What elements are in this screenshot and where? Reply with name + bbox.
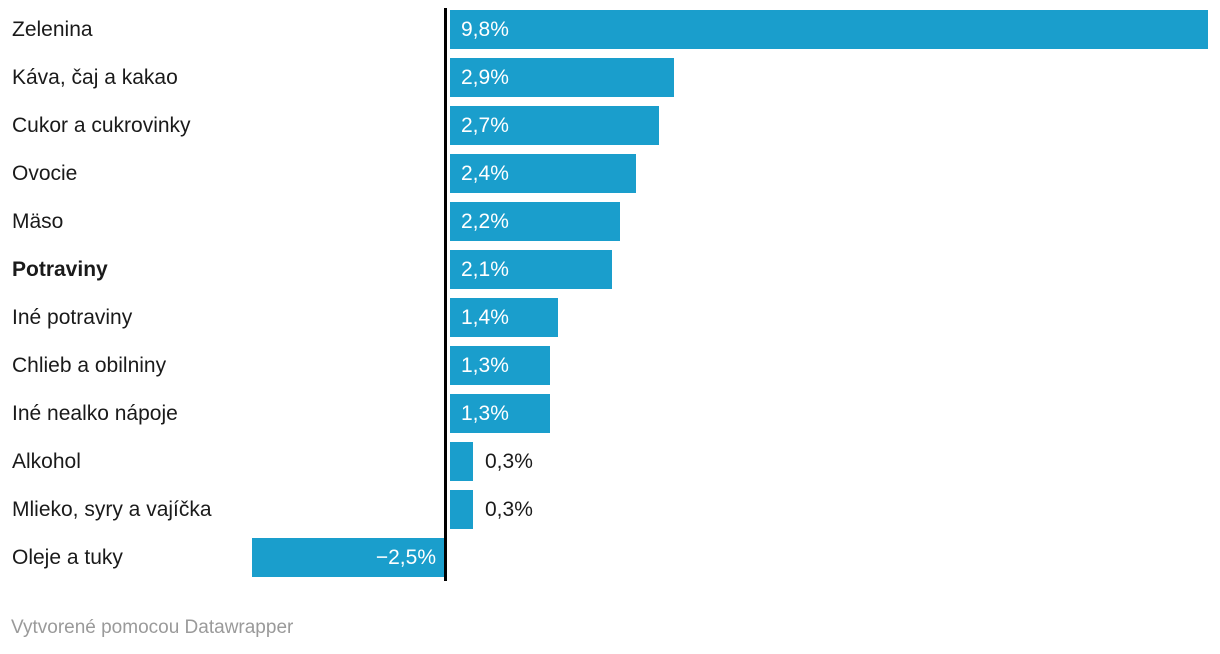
bar	[450, 58, 674, 97]
datawrapper-credit: Vytvorené pomocou Datawrapper	[11, 617, 294, 638]
chart-rows: Zelenina 9,8% Káva, čaj a kakao 2,9% Cukor a…	[0, 10, 1220, 577]
bar	[450, 298, 558, 337]
value-label: 0,3%	[485, 498, 533, 521]
bar-row: Káva, čaj a kakao 2,9%	[0, 58, 1220, 97]
bar-row: Mlieko, syry a vajíčka 0,3%	[0, 490, 1220, 529]
value-label: 2,4%	[461, 162, 509, 185]
category-label: Káva, čaj a kakao	[12, 66, 178, 89]
value-label: 2,2%	[461, 210, 509, 233]
category-label: Oleje a tuky	[12, 546, 123, 569]
bar-row: Mäso 2,2%	[0, 202, 1220, 241]
bar	[450, 202, 620, 241]
value-label: 9,8%	[461, 18, 509, 41]
category-label: Iné nealko nápoje	[12, 402, 178, 425]
bar	[450, 250, 612, 289]
bar	[450, 442, 473, 481]
value-label: 0,3%	[485, 450, 533, 473]
bar-row: Cukor a cukrovinky 2,7%	[0, 106, 1220, 145]
bar-row: Chlieb a obilniny 1,3%	[0, 346, 1220, 385]
bar	[450, 154, 636, 193]
zero-baseline-axis	[444, 8, 447, 581]
category-label: Alkohol	[12, 450, 81, 473]
value-label: 1,3%	[461, 354, 509, 377]
value-label: 2,1%	[461, 258, 509, 281]
category-label: Iné potraviny	[12, 306, 133, 329]
bar-row: Zelenina 9,8%	[0, 10, 1220, 49]
bar-row: Ovocie 2,4%	[0, 154, 1220, 193]
bar-row: Alkohol 0,3%	[0, 442, 1220, 481]
bar-row: Potraviny 2,1%	[0, 250, 1220, 289]
bar	[450, 106, 659, 145]
bar	[450, 346, 550, 385]
value-label: 1,4%	[461, 306, 509, 329]
bar-row: Oleje a tuky −2,5%	[0, 538, 1220, 577]
bar	[450, 394, 550, 433]
value-label: −2,5%	[375, 546, 436, 569]
category-label: Zelenina	[12, 18, 93, 41]
bar-row: Iné nealko nápoje 1,3%	[0, 394, 1220, 433]
category-label: Ovocie	[12, 162, 78, 185]
category-label: Potraviny	[12, 258, 108, 281]
category-label: Mäso	[12, 210, 64, 233]
bar	[450, 490, 473, 529]
category-label: Mlieko, syry a vajíčka	[12, 498, 212, 521]
category-label: Chlieb a obilniny	[12, 354, 167, 377]
category-label: Cukor a cukrovinky	[12, 114, 191, 137]
bar	[450, 10, 1208, 49]
value-label: 2,7%	[461, 114, 509, 137]
value-label: 2,9%	[461, 66, 509, 89]
bar	[252, 538, 445, 577]
value-label: 1,3%	[461, 402, 509, 425]
bar-row: Iné potraviny 1,4%	[0, 298, 1220, 337]
